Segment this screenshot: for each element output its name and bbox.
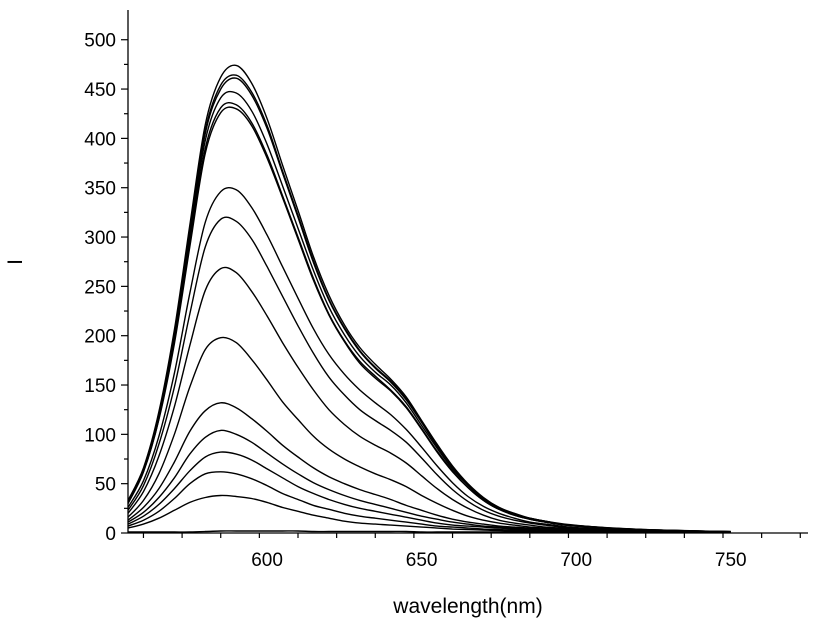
x-tick-label: 600 (251, 550, 283, 571)
y-tick-label: 200 (84, 327, 116, 348)
spectrum-line-9 (128, 217, 731, 532)
x-tick-label: 750 (715, 550, 747, 571)
spectrum-line-10 (128, 188, 731, 532)
spectra-curves (128, 65, 731, 532)
x-tick-label: 700 (560, 550, 592, 571)
y-tick-label: 450 (84, 80, 116, 101)
x-tick-label: 650 (406, 550, 438, 571)
y-axis-title: I (4, 259, 27, 265)
y-tick-label: 250 (84, 277, 116, 298)
spectrum-line-15 (128, 75, 731, 532)
y-tick-label: 0 (105, 524, 116, 545)
y-tick-label: 300 (84, 228, 116, 249)
spectrum-line-4 (128, 452, 731, 532)
y-tick-label: 400 (84, 129, 116, 150)
x-axis-ticks: 600 650 700 750 (143, 533, 800, 571)
spectrum-line-8 (128, 267, 731, 532)
x-axis-title: wavelength(nm) (392, 595, 542, 618)
spectrum-line-14 (128, 78, 731, 532)
y-tick-label: 50 (95, 475, 116, 496)
spectrum-line-11 (128, 107, 731, 532)
spectrum-line-16 (128, 65, 731, 531)
y-tick-label: 350 (84, 179, 116, 200)
y-tick-label: 150 (84, 376, 116, 397)
spectrum-line-5 (128, 430, 731, 532)
spectrum-line-3 (128, 472, 731, 533)
y-tick-label: 100 (84, 425, 116, 446)
y-tick-label: 500 (84, 31, 116, 52)
spectrum-line-2 (128, 495, 731, 532)
y-axis-ticks: 0 50 100 150 200 250 300 350 400 450 500 (84, 31, 128, 545)
